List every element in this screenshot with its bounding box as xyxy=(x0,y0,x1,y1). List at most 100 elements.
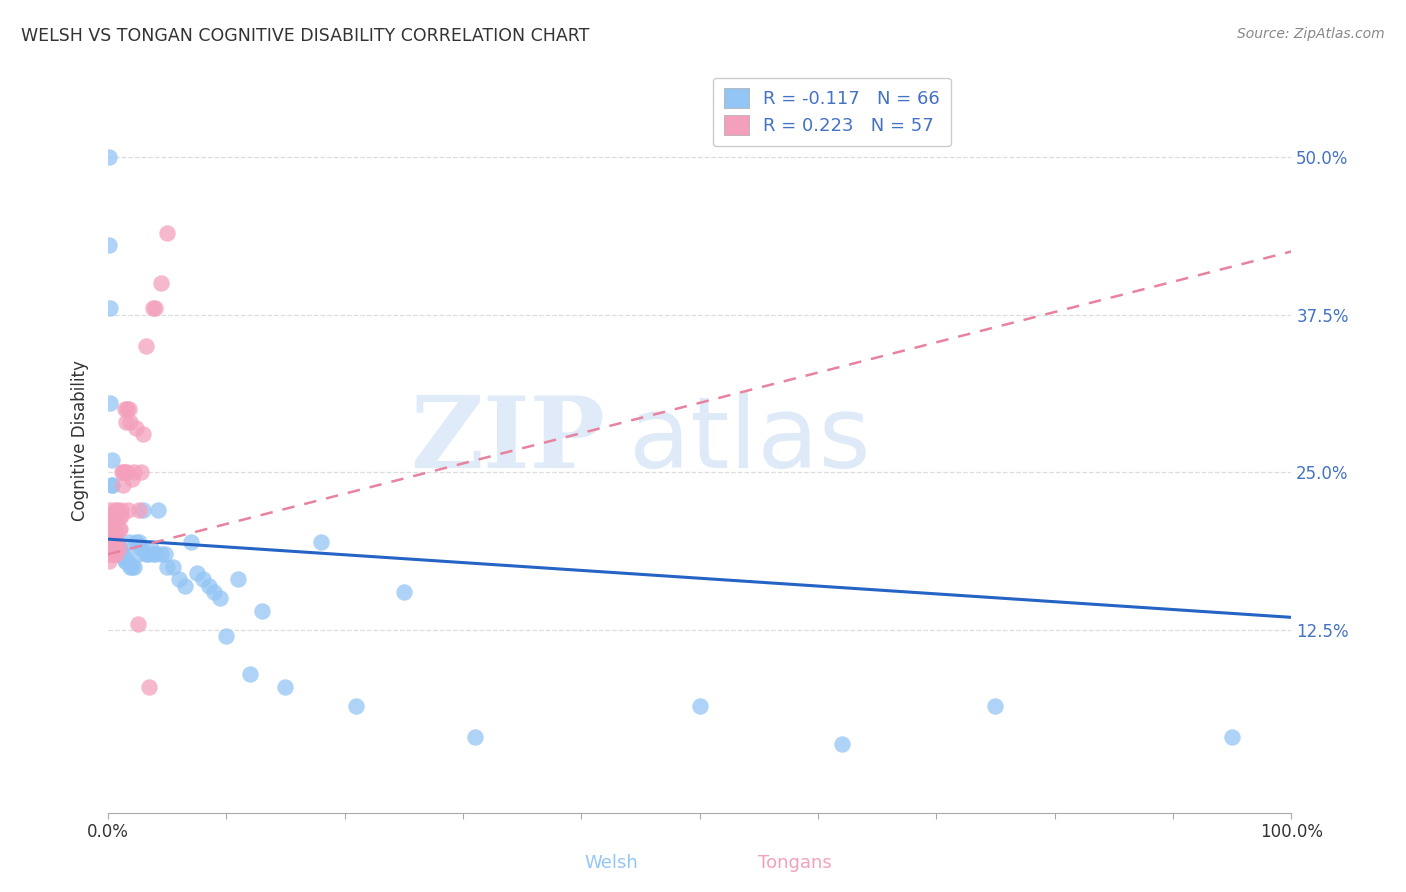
Point xyxy=(831,737,853,751)
Point xyxy=(104,528,127,542)
Point xyxy=(98,301,121,316)
Point xyxy=(101,547,124,561)
Point xyxy=(98,534,121,549)
Point xyxy=(98,150,121,164)
Point xyxy=(100,478,122,492)
Point xyxy=(142,547,165,561)
Point xyxy=(112,465,135,479)
Point xyxy=(115,553,138,567)
Point xyxy=(153,547,176,561)
Point xyxy=(114,415,136,429)
Y-axis label: Cognitive Disability: Cognitive Disability xyxy=(72,360,89,521)
Point xyxy=(146,503,169,517)
Point xyxy=(274,680,297,694)
Point xyxy=(107,541,129,555)
Point xyxy=(138,680,160,694)
Point xyxy=(98,396,121,410)
Point xyxy=(112,547,135,561)
Point xyxy=(150,547,173,561)
Text: WELSH VS TONGAN COGNITIVE DISABILITY CORRELATION CHART: WELSH VS TONGAN COGNITIVE DISABILITY COR… xyxy=(21,27,589,45)
Point xyxy=(115,402,138,417)
Point xyxy=(100,516,122,530)
Point xyxy=(984,698,1007,713)
Text: Tongans: Tongans xyxy=(758,855,831,872)
Text: atlas: atlas xyxy=(628,392,870,489)
Point xyxy=(108,547,131,561)
Point xyxy=(156,226,179,240)
Point xyxy=(215,629,238,643)
Point xyxy=(120,560,142,574)
Point xyxy=(98,541,121,555)
Point xyxy=(1220,730,1243,744)
Point xyxy=(98,238,121,252)
Point xyxy=(105,534,128,549)
Point xyxy=(98,541,121,555)
Point xyxy=(114,402,136,417)
Point xyxy=(100,452,122,467)
Text: Welsh: Welsh xyxy=(585,855,638,872)
Point xyxy=(104,528,127,542)
Point xyxy=(197,579,219,593)
Point xyxy=(103,528,125,542)
Point xyxy=(100,522,122,536)
Point xyxy=(103,534,125,549)
Point xyxy=(143,301,166,316)
Point xyxy=(122,560,145,574)
Point xyxy=(162,560,184,574)
Point xyxy=(104,528,127,542)
Point xyxy=(186,566,208,581)
Point xyxy=(103,522,125,536)
Point xyxy=(101,509,124,524)
Point xyxy=(98,553,121,567)
Point xyxy=(100,541,122,555)
Point xyxy=(105,541,128,555)
Point xyxy=(125,534,148,549)
Point xyxy=(127,547,149,561)
Point xyxy=(136,547,159,561)
Point xyxy=(110,509,132,524)
Point xyxy=(104,509,127,524)
Point xyxy=(250,604,273,618)
Point xyxy=(100,478,122,492)
Point xyxy=(143,547,166,561)
Text: ZIP: ZIP xyxy=(411,392,605,489)
Point xyxy=(110,503,132,517)
Point xyxy=(128,534,150,549)
Point xyxy=(139,541,162,555)
Point xyxy=(107,509,129,524)
Point xyxy=(156,560,179,574)
Point xyxy=(108,541,131,555)
Point xyxy=(309,534,332,549)
Point xyxy=(239,667,262,681)
Text: Source: ZipAtlas.com: Source: ZipAtlas.com xyxy=(1237,27,1385,41)
Point xyxy=(128,503,150,517)
Point xyxy=(114,553,136,567)
Point xyxy=(129,465,152,479)
Point xyxy=(118,534,141,549)
Point xyxy=(104,503,127,517)
Point xyxy=(108,509,131,524)
Point xyxy=(101,547,124,561)
Point xyxy=(191,573,214,587)
Point xyxy=(180,534,202,549)
Point xyxy=(132,427,155,442)
Point xyxy=(98,547,121,561)
Point xyxy=(114,465,136,479)
Point xyxy=(117,556,139,570)
Point xyxy=(118,402,141,417)
Point xyxy=(125,421,148,435)
Point xyxy=(464,730,486,744)
Point xyxy=(103,509,125,524)
Point xyxy=(150,276,173,290)
Point xyxy=(107,541,129,555)
Point xyxy=(112,478,135,492)
Point xyxy=(98,528,121,542)
Point xyxy=(108,522,131,536)
Point xyxy=(114,553,136,567)
Point xyxy=(101,509,124,524)
Point xyxy=(204,585,226,599)
Point xyxy=(100,528,122,542)
Point xyxy=(174,579,197,593)
Legend: R = -0.117   N = 66, R = 0.223   N = 57: R = -0.117 N = 66, R = 0.223 N = 57 xyxy=(713,78,950,146)
Point xyxy=(120,415,142,429)
